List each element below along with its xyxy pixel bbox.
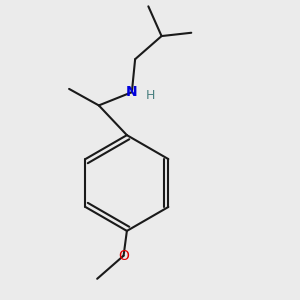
Text: H: H bbox=[145, 89, 155, 102]
Text: N: N bbox=[126, 85, 138, 99]
Text: O: O bbox=[118, 249, 129, 263]
